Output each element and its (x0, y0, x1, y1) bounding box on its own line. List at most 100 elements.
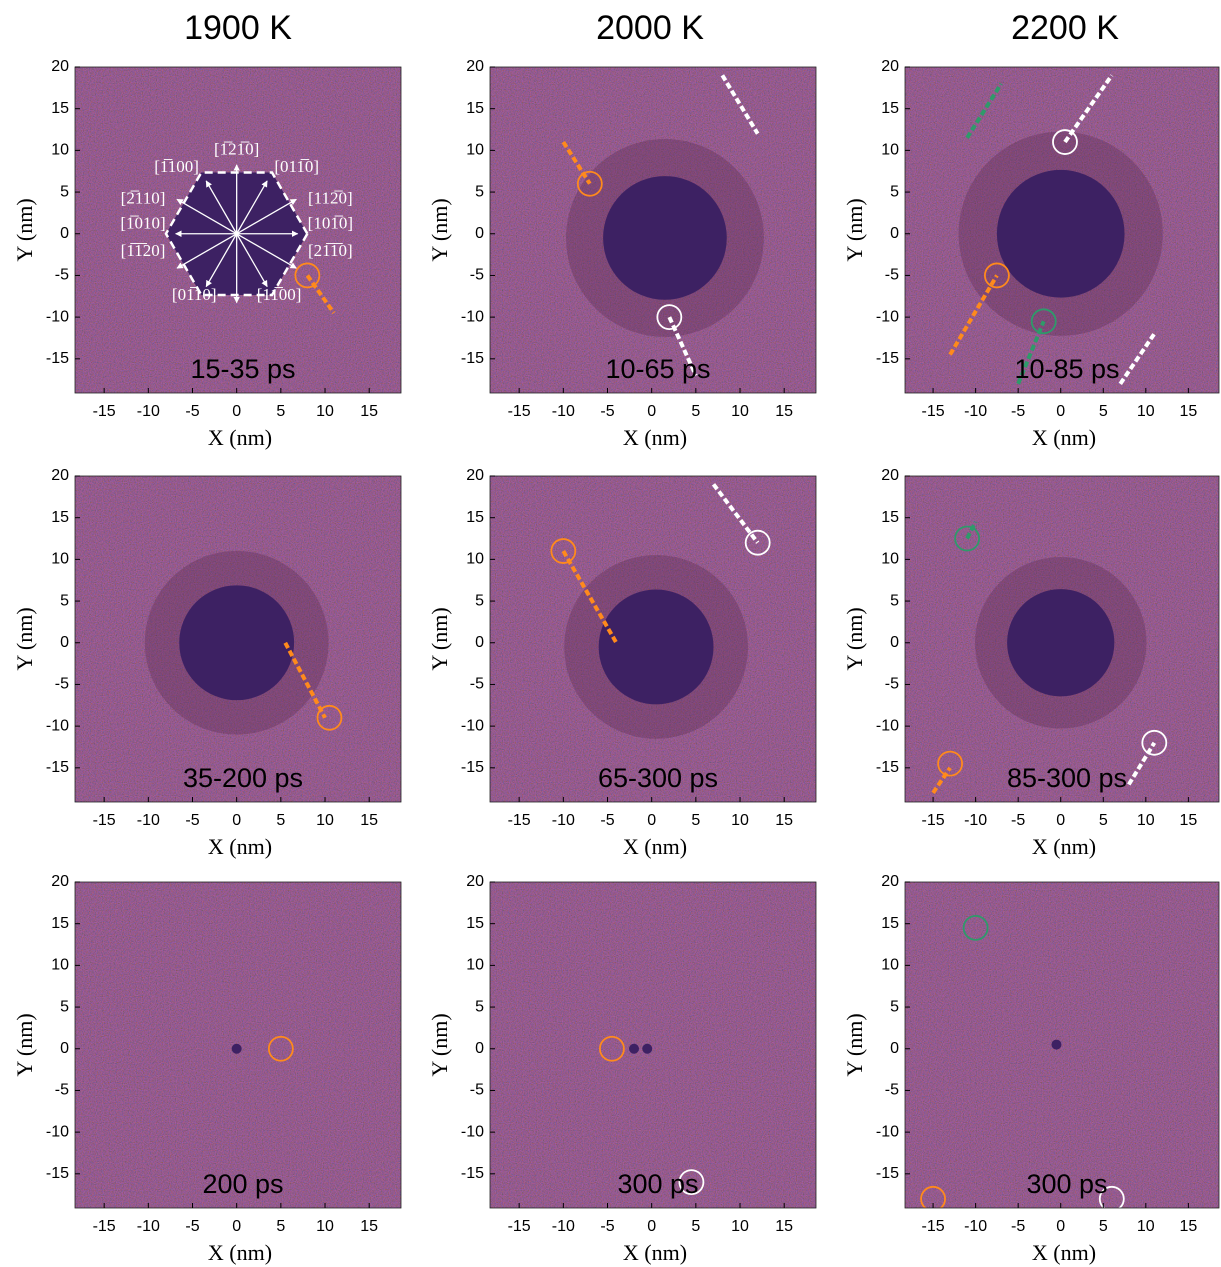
trajectory (667, 316, 698, 377)
x-tick-label: -10 (552, 403, 575, 420)
marker-circle (744, 529, 771, 556)
y-tick-label: 0 (60, 1040, 69, 1057)
x-axis-label: X (nm) (208, 834, 272, 859)
marker-circle (294, 262, 321, 289)
x-tick-label: 5 (691, 1218, 700, 1235)
y-tick-label: 15 (51, 915, 69, 932)
y-tick-label: 5 (60, 183, 69, 200)
plot-frame (489, 475, 817, 803)
x-tick-label: 0 (1056, 1218, 1065, 1235)
x-tick-label: -5 (600, 812, 614, 829)
precipitate (1007, 589, 1115, 697)
panel: -15 -10 -5 0 5 10 15 -15 -10 -5 0 5 10 15 20 X (nm) Y (n… (12, 58, 402, 450)
y-tick-label: 0 (60, 225, 69, 242)
x-axis-label: X (nm) (1032, 425, 1096, 450)
marker-circle (962, 914, 989, 941)
x-axis-label: X (nm) (1032, 1240, 1096, 1265)
column-title: 2000 K (596, 9, 704, 47)
y-tick-label: 15 (881, 100, 899, 117)
x-tick-label: -10 (964, 812, 987, 829)
y-tick-label: 20 (881, 58, 899, 75)
y-tick-label: -10 (46, 717, 69, 734)
y-tick-label: -15 (876, 759, 899, 776)
x-tick-label: 5 (276, 403, 285, 420)
y-tick-label: 20 (51, 873, 69, 890)
y-tick-label: -15 (46, 350, 69, 367)
time-label: 10-85 ps (1014, 354, 1119, 384)
plot-area (905, 476, 1219, 802)
x-tick-label: 15 (1179, 1218, 1197, 1235)
x-tick-label: -15 (508, 812, 531, 829)
y-tick-label: 15 (51, 509, 69, 526)
y-tick-label: 15 (466, 915, 484, 932)
precipitate (603, 176, 727, 300)
x-tick-label: -15 (93, 1218, 116, 1235)
x-tick-label: 10 (1137, 1218, 1155, 1235)
noise (490, 882, 816, 1208)
marker-circle (678, 1169, 705, 1196)
y-axis-label: Y (nm) (12, 198, 37, 261)
y-tick-label: 0 (890, 225, 899, 242)
direction-arrow (176, 198, 237, 235)
y-tick-label: 0 (475, 225, 484, 242)
y-tick-label: -10 (461, 717, 484, 734)
y-tick-label: -5 (885, 1082, 899, 1099)
trajectory (931, 766, 952, 794)
y-tick-label: -10 (461, 1123, 484, 1140)
panel: -15 -10 -5 0 5 10 15 -15 -10 -5 0 5 10 15 20 X (nm) Y (n… (427, 58, 817, 450)
y-tick-label: 15 (881, 509, 899, 526)
y-tick-label: 5 (60, 998, 69, 1015)
direction-arrow (205, 180, 238, 235)
x-tick-label: 0 (1056, 812, 1065, 829)
marker-circle (1052, 129, 1078, 155)
x-tick-label: 5 (276, 812, 285, 829)
y-tick-label: 5 (890, 183, 899, 200)
y-tick-label: -5 (470, 267, 484, 284)
x-tick-label: 10 (731, 403, 749, 420)
x-tick-label: 5 (1099, 403, 1108, 420)
y-tick-label: 5 (475, 998, 484, 1015)
y-tick-label: 20 (51, 467, 69, 484)
y-tick-label: 5 (475, 183, 484, 200)
x-tick-label: 0 (647, 812, 656, 829)
x-tick-label: 5 (691, 403, 700, 420)
trajectory (965, 82, 1003, 139)
y-tick-label: 15 (466, 509, 484, 526)
x-tick-label: 5 (691, 812, 700, 829)
y-tick-label: 10 (881, 957, 899, 974)
x-tick-label: 10 (316, 403, 334, 420)
panel: -15 -10 -5 0 5 10 15 -15 -10 -5 0 5 10 15 20 X (nm) Y (n… (842, 873, 1220, 1265)
precipitate (598, 589, 714, 705)
y-tick-label: -15 (461, 350, 484, 367)
direction-label: [01̅10] (172, 285, 217, 304)
y-tick-label: -5 (55, 676, 69, 693)
trajectory (1118, 332, 1156, 385)
plot-area (905, 67, 1219, 393)
y-tick-label: 0 (890, 1040, 899, 1057)
y-tick-label: 10 (466, 551, 484, 568)
y-tick-label: -15 (461, 1165, 484, 1182)
marker-circle (1141, 729, 1168, 756)
y-tick-label: 0 (475, 1040, 484, 1057)
marker-circle (550, 538, 577, 564)
x-tick-label: -15 (93, 403, 116, 420)
trajectory (711, 483, 760, 544)
marker-circle (937, 750, 964, 777)
time-label: 200 ps (202, 1169, 283, 1199)
y-tick-label: -15 (46, 759, 69, 776)
column-title: 1900 K (184, 9, 292, 47)
trajectory (948, 274, 999, 356)
direction-arrow (205, 233, 238, 288)
plot-area (75, 882, 401, 1208)
y-axis-label: Y (nm) (427, 1013, 452, 1076)
x-tick-label: 15 (360, 403, 378, 420)
panel: -15 -10 -5 0 5 10 15 -15 -10 -5 0 5 10 15 20 X (nm) Y (n… (427, 873, 817, 1265)
direction-label: [1̅21̅0] (214, 139, 259, 158)
y-tick-label: -10 (461, 308, 484, 325)
marker-circle (920, 1185, 946, 1208)
time-label: 65-300 ps (598, 763, 718, 793)
marker-circle (576, 170, 603, 197)
panel: -15 -10 -5 0 5 10 15 -15 -10 -5 0 5 10 15 20 X (nm) Y (n… (12, 873, 402, 1265)
x-tick-label: -5 (600, 1218, 614, 1235)
